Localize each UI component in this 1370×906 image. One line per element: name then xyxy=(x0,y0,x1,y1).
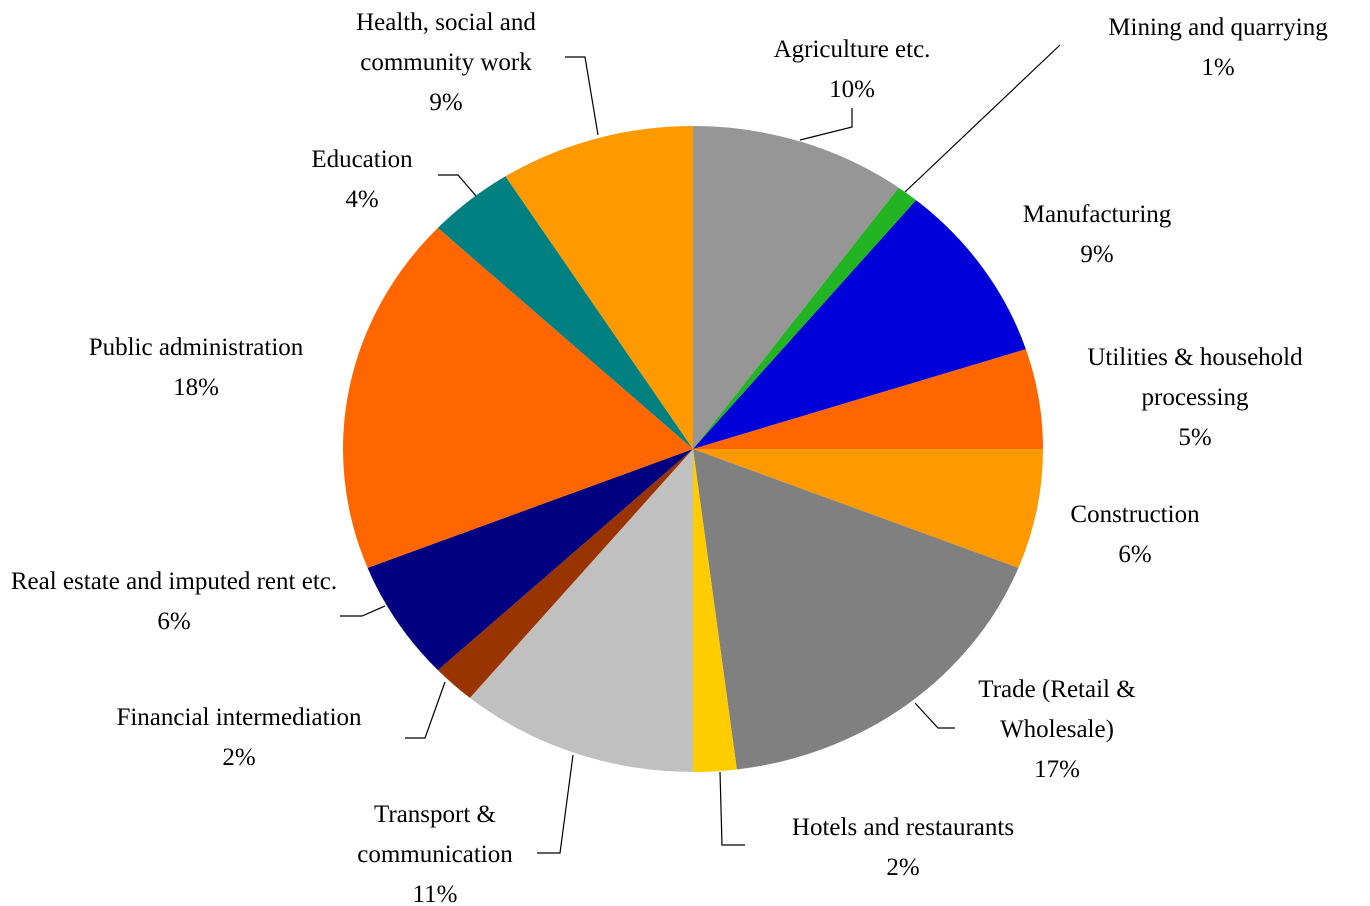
value-label: 10% xyxy=(829,76,875,103)
pie-slice xyxy=(437,176,693,449)
leader-line xyxy=(904,44,1061,193)
data-label: Real estate and imputed rent etc. 6% xyxy=(9,562,339,642)
category-label: Construction xyxy=(1070,501,1200,528)
value-label: 5% xyxy=(1178,424,1212,451)
leader-line xyxy=(799,108,853,141)
leader-line xyxy=(565,56,599,136)
leader-lines xyxy=(340,44,1061,854)
pie-slice xyxy=(469,449,693,772)
value-label: 4% xyxy=(345,186,379,213)
value-label: 11% xyxy=(412,881,458,906)
data-label: Trade (Retail & Wholesale) 17% xyxy=(947,670,1167,790)
pie-slice xyxy=(367,449,693,671)
value-label: 2% xyxy=(222,744,256,771)
data-label: Public administration 18% xyxy=(36,328,356,408)
slices xyxy=(342,126,1043,772)
data-label: Utilities & household processing 5% xyxy=(1045,338,1345,458)
category-label: Utilities & household processing xyxy=(1087,344,1303,411)
data-label: Transport & communication 11% xyxy=(330,795,540,906)
leader-line xyxy=(340,605,386,617)
leader-line xyxy=(719,771,745,846)
value-label: 18% xyxy=(173,374,219,401)
data-label: Construction 6% xyxy=(1005,495,1265,575)
data-label: Hotels and restaurants 2% xyxy=(733,808,1073,888)
value-label: 6% xyxy=(1118,541,1152,568)
category-label: Health, social and community work xyxy=(356,9,536,76)
pie-slice xyxy=(342,227,693,568)
pie-slice xyxy=(693,449,737,772)
leader-line xyxy=(438,174,477,197)
pie-slice xyxy=(693,449,1019,770)
data-label: Agriculture etc. 10% xyxy=(722,30,982,110)
value-label: 9% xyxy=(429,89,463,116)
category-label: Agriculture etc. xyxy=(773,36,931,63)
category-label: Hotels and restaurants xyxy=(791,814,1015,841)
pie-slice xyxy=(693,200,1026,449)
category-label: Mining and quarrying xyxy=(1108,14,1328,41)
data-label: Health, social and community work 9% xyxy=(316,3,576,123)
data-label: Manufacturing 9% xyxy=(967,195,1227,275)
category-label: Public administration xyxy=(88,334,304,361)
value-label: 1% xyxy=(1201,54,1235,81)
category-label: Trade (Retail & Wholesale) xyxy=(978,676,1136,743)
leader-line xyxy=(537,754,574,854)
data-label: Financial intermediation 2% xyxy=(59,698,419,778)
data-label: Mining and quarrying 1% xyxy=(1058,8,1370,88)
value-label: 17% xyxy=(1034,756,1080,783)
pie-slice xyxy=(693,126,899,449)
pie-slice xyxy=(693,449,1043,568)
category-label: Real estate and imputed rent etc. xyxy=(10,568,338,595)
category-label: Education xyxy=(311,146,413,173)
pie-slice xyxy=(693,187,917,450)
value-label: 6% xyxy=(157,608,191,635)
category-label: Financial intermediation xyxy=(116,704,362,731)
leader-line xyxy=(405,681,446,739)
leader-line xyxy=(914,702,955,729)
category-label: Transport & communication xyxy=(357,801,513,868)
pie-slice xyxy=(693,349,1043,449)
pie-slice xyxy=(505,126,693,449)
value-label: 2% xyxy=(886,854,920,881)
category-label: Manufacturing xyxy=(1022,201,1172,228)
pie-slice xyxy=(437,449,693,698)
data-label: Education 4% xyxy=(262,140,462,220)
value-label: 9% xyxy=(1080,241,1114,268)
